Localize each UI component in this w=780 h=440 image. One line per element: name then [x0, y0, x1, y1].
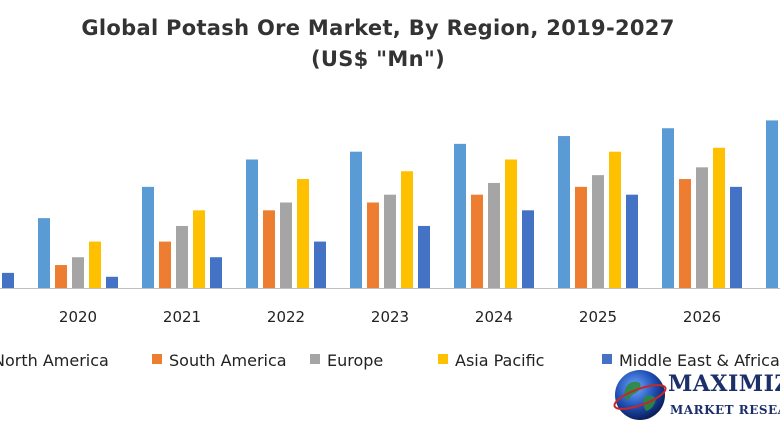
x-tick-label: 2026 [683, 308, 721, 326]
chart-title: Global Potash Ore Market, By Region, 201… [81, 16, 675, 40]
legend-label: Europe [327, 351, 383, 370]
bar [193, 210, 205, 289]
company-logo: MAXIMIZE MARKET RESEARCH [612, 365, 780, 440]
legend-swatch [602, 354, 612, 364]
bar [766, 120, 778, 289]
bar [522, 210, 534, 289]
x-tick-label: 2021 [163, 308, 201, 326]
bar [454, 143, 466, 289]
bar [263, 210, 275, 289]
bar [558, 136, 570, 289]
bar [679, 179, 691, 289]
x-tick-label: 2025 [579, 308, 617, 326]
legend-label: South America [169, 351, 287, 370]
bar [713, 147, 725, 289]
chart-subtitle: (US$ "Mn") [310, 47, 446, 71]
bar [38, 218, 50, 289]
bar [401, 171, 413, 289]
x-tick-label: 2020 [59, 308, 97, 326]
bar [384, 194, 396, 289]
x-tick-label: 2024 [475, 308, 513, 326]
bar [418, 225, 430, 289]
bar [505, 159, 517, 289]
bar [471, 194, 483, 289]
bar [280, 202, 292, 289]
bar [575, 186, 587, 289]
bar [176, 225, 188, 289]
bar [89, 241, 101, 289]
bar [626, 194, 638, 289]
bar [142, 186, 154, 289]
legend-swatch [438, 354, 448, 364]
bar [662, 128, 674, 289]
bar [210, 257, 222, 289]
legend-swatch [310, 354, 320, 364]
bar [488, 182, 500, 289]
x-tick-label: 2023 [371, 308, 409, 326]
bar [350, 151, 362, 289]
x-tick-label: 2022 [267, 308, 305, 326]
legend-label: North America [0, 351, 109, 370]
bar [314, 241, 326, 289]
bar [72, 257, 84, 289]
bar [609, 151, 621, 289]
legend-label: Asia Pacific [455, 351, 544, 370]
bar [106, 276, 118, 289]
bar [696, 167, 708, 289]
bar [297, 179, 309, 289]
bar [2, 272, 14, 289]
bar [246, 159, 258, 289]
logo-wordmark: MAXIMIZE [668, 371, 780, 397]
bar [592, 175, 604, 289]
bar [159, 241, 171, 289]
bar [730, 186, 742, 289]
legend-swatch [152, 354, 162, 364]
legend-label: Middle East & Africa [619, 351, 780, 370]
logo-tagline: MARKET RESEARCH [670, 403, 780, 417]
bar [55, 265, 67, 289]
bar [367, 202, 379, 289]
globe-icon [613, 370, 667, 420]
